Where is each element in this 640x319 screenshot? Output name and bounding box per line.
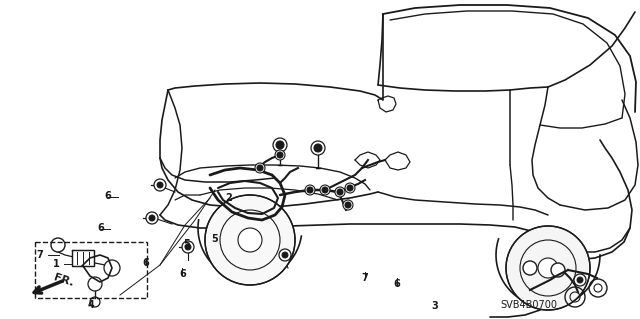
Text: FR.: FR.: [52, 272, 75, 288]
Circle shape: [345, 202, 351, 208]
Circle shape: [307, 187, 313, 193]
Circle shape: [551, 263, 565, 277]
Text: 6: 6: [143, 258, 149, 268]
Circle shape: [182, 241, 194, 253]
Circle shape: [276, 141, 284, 149]
Circle shape: [238, 228, 262, 252]
Circle shape: [104, 260, 120, 276]
Text: 6: 6: [179, 269, 186, 279]
Text: 6: 6: [98, 223, 104, 233]
Circle shape: [275, 150, 285, 160]
Circle shape: [273, 138, 287, 152]
Circle shape: [320, 185, 330, 195]
Circle shape: [154, 179, 166, 191]
Circle shape: [157, 182, 163, 188]
Circle shape: [577, 277, 583, 283]
Bar: [35, 242, 147, 298]
Circle shape: [149, 215, 155, 221]
Text: 4: 4: [88, 300, 94, 310]
Circle shape: [347, 185, 353, 191]
Circle shape: [322, 187, 328, 193]
Bar: [72, 250, 94, 266]
Circle shape: [282, 252, 288, 258]
Circle shape: [311, 141, 325, 155]
Circle shape: [257, 165, 263, 171]
Text: 7: 7: [362, 272, 368, 283]
Text: SVB4B0700: SVB4B0700: [500, 300, 557, 310]
Text: 7: 7: [36, 250, 43, 260]
Circle shape: [51, 238, 65, 252]
Circle shape: [506, 226, 590, 310]
Circle shape: [538, 258, 558, 278]
Circle shape: [279, 249, 291, 261]
Circle shape: [314, 144, 322, 152]
Circle shape: [343, 200, 353, 210]
Circle shape: [335, 187, 345, 197]
Circle shape: [205, 195, 295, 285]
Text: 5: 5: [211, 234, 218, 244]
Circle shape: [146, 212, 158, 224]
Text: 3: 3: [432, 301, 438, 311]
Circle shape: [337, 189, 343, 195]
Circle shape: [255, 163, 265, 173]
Text: 1: 1: [53, 259, 60, 269]
Circle shape: [523, 261, 537, 275]
Text: 6: 6: [394, 279, 400, 289]
Text: 2: 2: [226, 193, 232, 203]
Text: 5: 5: [184, 239, 190, 249]
Text: 6: 6: [104, 191, 111, 201]
Circle shape: [277, 152, 283, 158]
Circle shape: [574, 274, 586, 286]
Circle shape: [305, 185, 315, 195]
Circle shape: [345, 183, 355, 193]
Circle shape: [185, 244, 191, 250]
